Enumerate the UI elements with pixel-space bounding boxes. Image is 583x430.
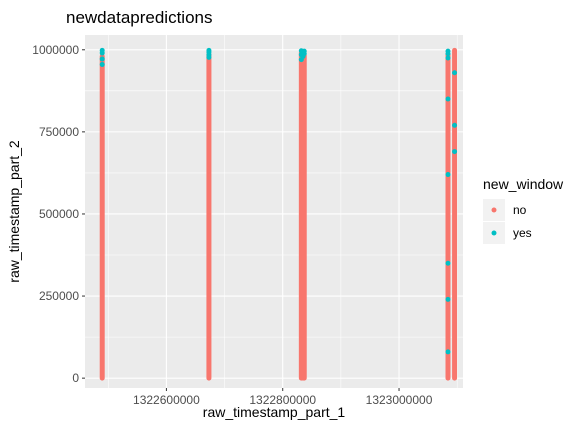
- series-yes-point: [99, 56, 105, 62]
- y-tick-label: 0: [72, 371, 79, 385]
- series-yes-point: [99, 50, 105, 56]
- plot-panel: [85, 35, 463, 388]
- series-yes-point: [445, 55, 451, 61]
- series-yes-point: [301, 51, 307, 57]
- series-yes-point: [452, 70, 458, 76]
- y-axis: 0 250000 500000 750000 1000000: [32, 43, 85, 385]
- minor-gridlines: [85, 35, 463, 388]
- y-tick-label: 1000000: [32, 43, 79, 57]
- series-yes-point: [445, 349, 451, 355]
- series-yes-point: [445, 96, 451, 102]
- y-tick-label: 750000: [39, 125, 79, 139]
- major-gridlines: [85, 35, 463, 388]
- x-tick-label: 1322600000: [133, 393, 200, 407]
- x-tick-label: 1323000000: [366, 393, 433, 407]
- legend-title: new_window: [483, 176, 564, 192]
- x-axis: 1322600000 1322800000 1323000000: [133, 388, 433, 407]
- x-tick-label: 1322800000: [249, 393, 316, 407]
- x-axis-title: raw_timestamp_part_1: [203, 404, 346, 420]
- legend-label: yes: [513, 226, 532, 240]
- legend-label: no: [513, 203, 527, 217]
- series-yes-point: [445, 172, 451, 178]
- series-yes-marks: [99, 47, 458, 355]
- y-axis-title: raw_timestamp_part_2: [6, 140, 22, 283]
- legend: new_window no yes: [483, 176, 564, 244]
- chart-title: newdatapredictions: [66, 8, 212, 27]
- series-yes-point: [452, 149, 458, 155]
- series-yes-point: [445, 296, 451, 302]
- series-no-marks: [99, 47, 458, 381]
- series-yes-point: [452, 122, 458, 128]
- y-tick-label: 250000: [39, 289, 79, 303]
- legend-key-point: [491, 230, 497, 236]
- y-tick-label: 500000: [39, 207, 79, 221]
- series-yes-point: [99, 62, 105, 68]
- series-yes-point: [445, 51, 451, 57]
- legend-key-point: [491, 207, 497, 213]
- series-yes-point: [445, 260, 451, 266]
- series-yes-point: [206, 54, 212, 60]
